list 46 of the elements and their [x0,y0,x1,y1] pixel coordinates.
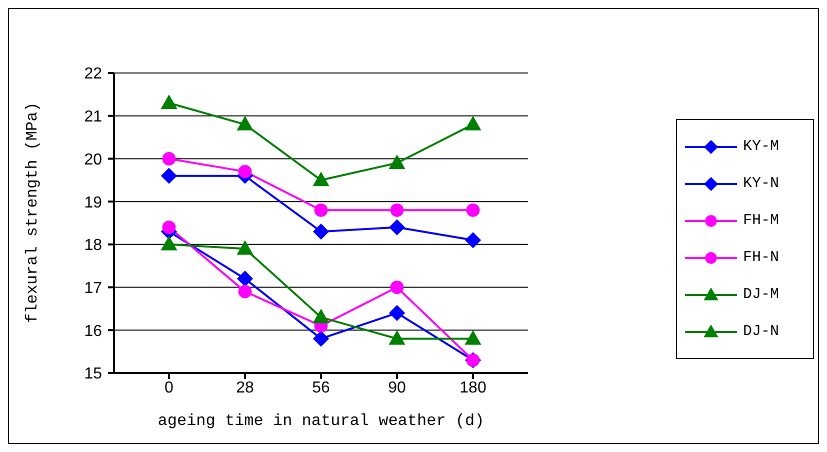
point [389,330,405,345]
point [314,203,328,217]
y-tick-label: 17 [84,280,102,297]
x-axis-title: ageing time in natural weather (d) [158,412,484,430]
point [390,280,404,294]
point [162,220,176,234]
y-tick-label: 22 [84,66,102,83]
x-tick-label: 180 [460,379,486,396]
point [389,155,405,169]
legend-label: FH-N [743,249,780,266]
legend-label: DJ-M [743,286,780,303]
point [389,305,405,321]
point [313,310,329,324]
point [237,116,253,130]
legend-label: DJ-N [743,323,780,340]
x-tick-label: 56 [312,379,330,396]
point [161,168,177,184]
y-tick-label: 21 [84,108,102,126]
point [465,232,481,248]
y-axis-title: flexural strength (MPa) [24,102,42,323]
point [237,270,253,286]
point [313,330,329,346]
y-tick-label: 15 [84,366,102,383]
y-tick-label: 16 [84,322,102,340]
legend-label: KY-M [743,138,780,155]
point [466,203,480,217]
legend-label: KY-N [743,175,780,192]
point [389,220,405,236]
point [238,164,252,178]
point [390,203,404,217]
point [162,152,176,166]
point [465,330,481,345]
point [237,240,253,255]
point [238,284,252,298]
point [313,172,329,186]
point [465,116,481,130]
x-tick-label: 0 [164,379,174,396]
y-tick-label: 19 [84,194,102,212]
point [313,224,329,240]
point [161,95,177,109]
x-tick-label: 28 [236,379,254,396]
point [161,236,177,250]
y-tick-label: 18 [84,237,102,254]
legend-label: FH-M [743,212,780,229]
y-tick-label: 20 [84,151,102,168]
x-tick-label: 90 [388,379,406,396]
